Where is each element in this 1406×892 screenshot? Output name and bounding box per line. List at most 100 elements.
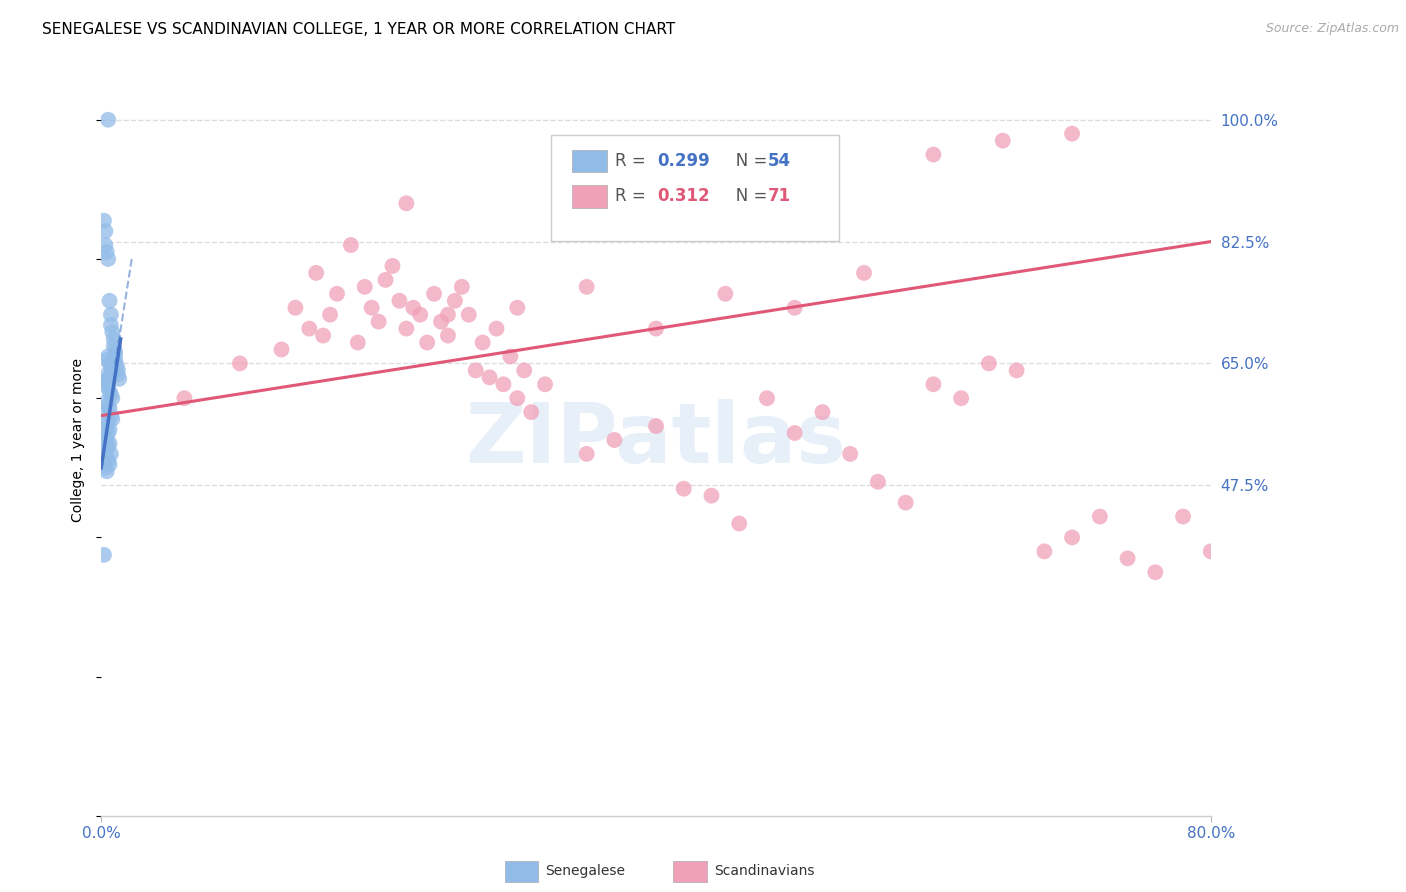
Point (457, 308, 479, 322)
Point (98, 436, 121, 450)
Point (97, 350, 120, 364)
Point (98, 384, 121, 399)
Point (98, 458, 121, 472)
Point (388, 293, 411, 308)
Point (107, 362, 129, 376)
FancyBboxPatch shape (572, 150, 607, 172)
Point (395, 321, 418, 335)
Point (506, 301, 529, 315)
Point (305, 266, 328, 280)
Point (728, 516, 751, 531)
Point (755, 391, 778, 405)
Point (326, 286, 349, 301)
Point (977, 356, 1000, 370)
Point (93, 213, 115, 227)
FancyBboxPatch shape (551, 136, 839, 241)
Point (645, 321, 668, 335)
Point (1116, 551, 1139, 566)
Point (409, 308, 432, 322)
Point (229, 356, 252, 370)
Text: 54: 54 (768, 152, 792, 170)
Y-axis label: College, 1 year or more: College, 1 year or more (72, 358, 86, 522)
Text: 0.299: 0.299 (657, 152, 710, 170)
Point (464, 363, 486, 377)
Point (173, 391, 195, 405)
Point (1005, 363, 1028, 377)
Text: 0.312: 0.312 (657, 187, 710, 205)
Text: R =: R = (614, 187, 651, 205)
Point (101, 391, 124, 405)
Point (94, 405, 117, 419)
Point (866, 475, 889, 489)
Point (96, 464, 118, 478)
Point (104, 343, 127, 358)
Point (94, 238, 117, 252)
Point (471, 335, 494, 350)
Point (97, 454, 120, 468)
Point (312, 328, 335, 343)
Point (94, 374, 117, 388)
Point (96, 377, 118, 392)
Point (520, 405, 543, 419)
Text: 71: 71 (768, 187, 792, 205)
Point (96, 419, 118, 434)
Point (714, 286, 737, 301)
FancyBboxPatch shape (572, 186, 607, 208)
Point (94, 429, 117, 443)
Point (101, 325, 124, 339)
Point (97, 252, 120, 266)
Point (499, 350, 522, 364)
Point (97, 425, 120, 440)
Text: Scandinavians: Scandinavians (714, 864, 814, 879)
Point (1062, 531, 1084, 545)
Point (96, 245, 118, 260)
Text: R =: R = (614, 152, 651, 170)
Point (284, 301, 307, 315)
Point (402, 301, 425, 315)
Point (100, 447, 122, 461)
Point (97, 367, 120, 381)
Point (360, 301, 382, 315)
Point (94, 460, 117, 475)
Point (534, 377, 557, 392)
Point (367, 315, 389, 329)
Point (839, 447, 862, 461)
Point (100, 318, 122, 332)
Point (922, 147, 945, 161)
Point (319, 308, 342, 322)
Point (97, 381, 120, 395)
Point (340, 238, 363, 252)
Point (575, 447, 598, 461)
Point (381, 259, 404, 273)
Point (672, 482, 695, 496)
Point (96, 353, 118, 368)
Point (423, 286, 446, 301)
Point (513, 363, 536, 377)
Point (96, 433, 118, 447)
Point (645, 419, 668, 434)
Point (94, 443, 117, 458)
Point (97, 112, 120, 127)
Point (437, 328, 460, 343)
Point (104, 348, 127, 362)
Point (575, 280, 598, 294)
Point (100, 388, 122, 402)
Point (98, 293, 121, 308)
Point (485, 321, 508, 335)
Point (98, 401, 121, 416)
Point (103, 339, 125, 353)
Point (374, 273, 396, 287)
Point (1199, 544, 1222, 558)
Text: N =: N = (720, 152, 773, 170)
Text: N =: N = (720, 187, 773, 205)
Point (105, 358, 128, 372)
Point (506, 391, 529, 405)
Point (783, 301, 806, 315)
Text: Source: ZipAtlas.com: Source: ZipAtlas.com (1265, 22, 1399, 36)
Point (811, 405, 834, 419)
Point (894, 495, 917, 509)
Point (950, 391, 973, 405)
Point (430, 315, 453, 329)
Point (700, 489, 723, 503)
Point (98, 423, 121, 437)
